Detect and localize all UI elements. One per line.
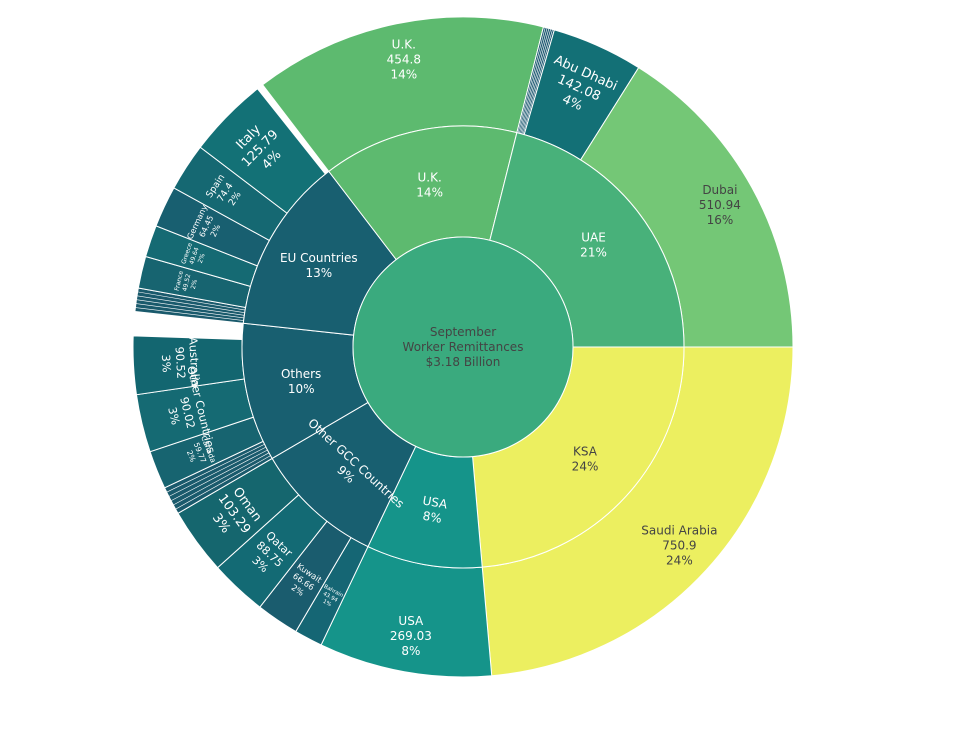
label-australia-line-1: Australia — [186, 337, 202, 387]
center-sector[interactable] — [352, 236, 574, 458]
outer-ring — [132, 16, 794, 678]
sliver-divider — [173, 452, 270, 506]
label-greece-line-3: 2% — [197, 253, 207, 265]
label-france-line-2: 49.52 — [181, 273, 192, 292]
label-uk-leaf-line-2: 454.8 — [387, 53, 421, 67]
sliver-divider — [519, 27, 548, 134]
label-uk-leaf-line-3: 14% — [390, 68, 417, 82]
label-ksa-line-1: KSA — [573, 444, 598, 458]
label-usa-line-2: 8% — [422, 509, 443, 526]
middle-ring — [241, 125, 685, 569]
label-saudi-arabia-line-3: 24% — [666, 553, 693, 567]
label-uk-leaf-line-1: U.K. — [392, 38, 416, 52]
label-dubai-line-3: 16% — [707, 213, 734, 227]
sliver-divider — [517, 27, 546, 134]
center-label-line-3: $3.18 Billion — [426, 355, 501, 369]
label-others-line-1: Others — [281, 367, 321, 381]
sliver-divider — [522, 29, 553, 135]
label-saudi-arabia-line-1: Saudi Arabia — [641, 523, 717, 537]
label-uae-line-2: 21% — [580, 246, 607, 260]
label-usa-leaf-line-1: USA — [398, 614, 424, 628]
label-dubai-line-2: 510.94 — [699, 198, 741, 212]
label-usa-line-1: USA — [421, 493, 449, 511]
label-usa-leaf-line-3: 8% — [401, 644, 420, 658]
label-others-line-2: 10% — [288, 382, 315, 396]
label-canada-line-3: 2% — [185, 449, 198, 463]
label-uk-line-2: 14% — [416, 185, 443, 199]
label-usa-leaf-line-2: 269.03 — [390, 629, 432, 643]
label-eu-line-1: EU Countries — [280, 251, 358, 265]
label-australia-line-3: 3% — [159, 354, 173, 373]
sliver-divider — [175, 455, 271, 510]
center-label-line-1: September — [430, 325, 496, 339]
label-ksa-line-2: 24% — [572, 459, 599, 473]
label-bahrain-line-3: 1% — [322, 599, 332, 608]
center-label-line-2: Worker Remittances — [403, 340, 524, 354]
label-uae-line-1: UAE — [581, 231, 606, 245]
label-eu-line-2: 13% — [305, 266, 332, 280]
sliver-divider — [135, 303, 244, 319]
center-disc — [352, 236, 574, 458]
label-uk-leaf: U.K.454.814% — [387, 38, 421, 82]
sliver-divider — [136, 299, 245, 316]
label-other-countries-line-3: 3% — [165, 406, 182, 427]
label-uk: U.K.14% — [416, 170, 443, 199]
label-australia-line-2: 90.52 — [173, 346, 188, 379]
sliver-divider — [166, 443, 265, 493]
label-uk-line-1: U.K. — [417, 170, 441, 184]
sliver-divider — [168, 446, 267, 497]
label-saudi-arabia-line-2: 750.9 — [662, 538, 696, 552]
sliver-divider — [521, 28, 552, 135]
sliver-divider — [520, 28, 550, 134]
sliver-divider — [170, 449, 268, 502]
label-dubai-line-1: Dubai — [702, 183, 737, 197]
label-france-line-3: 2% — [190, 279, 199, 290]
sliver-divider — [135, 307, 244, 321]
sliver-divider — [136, 295, 245, 313]
label-france-line-1: France — [174, 270, 186, 292]
sliver-divider — [137, 291, 246, 311]
